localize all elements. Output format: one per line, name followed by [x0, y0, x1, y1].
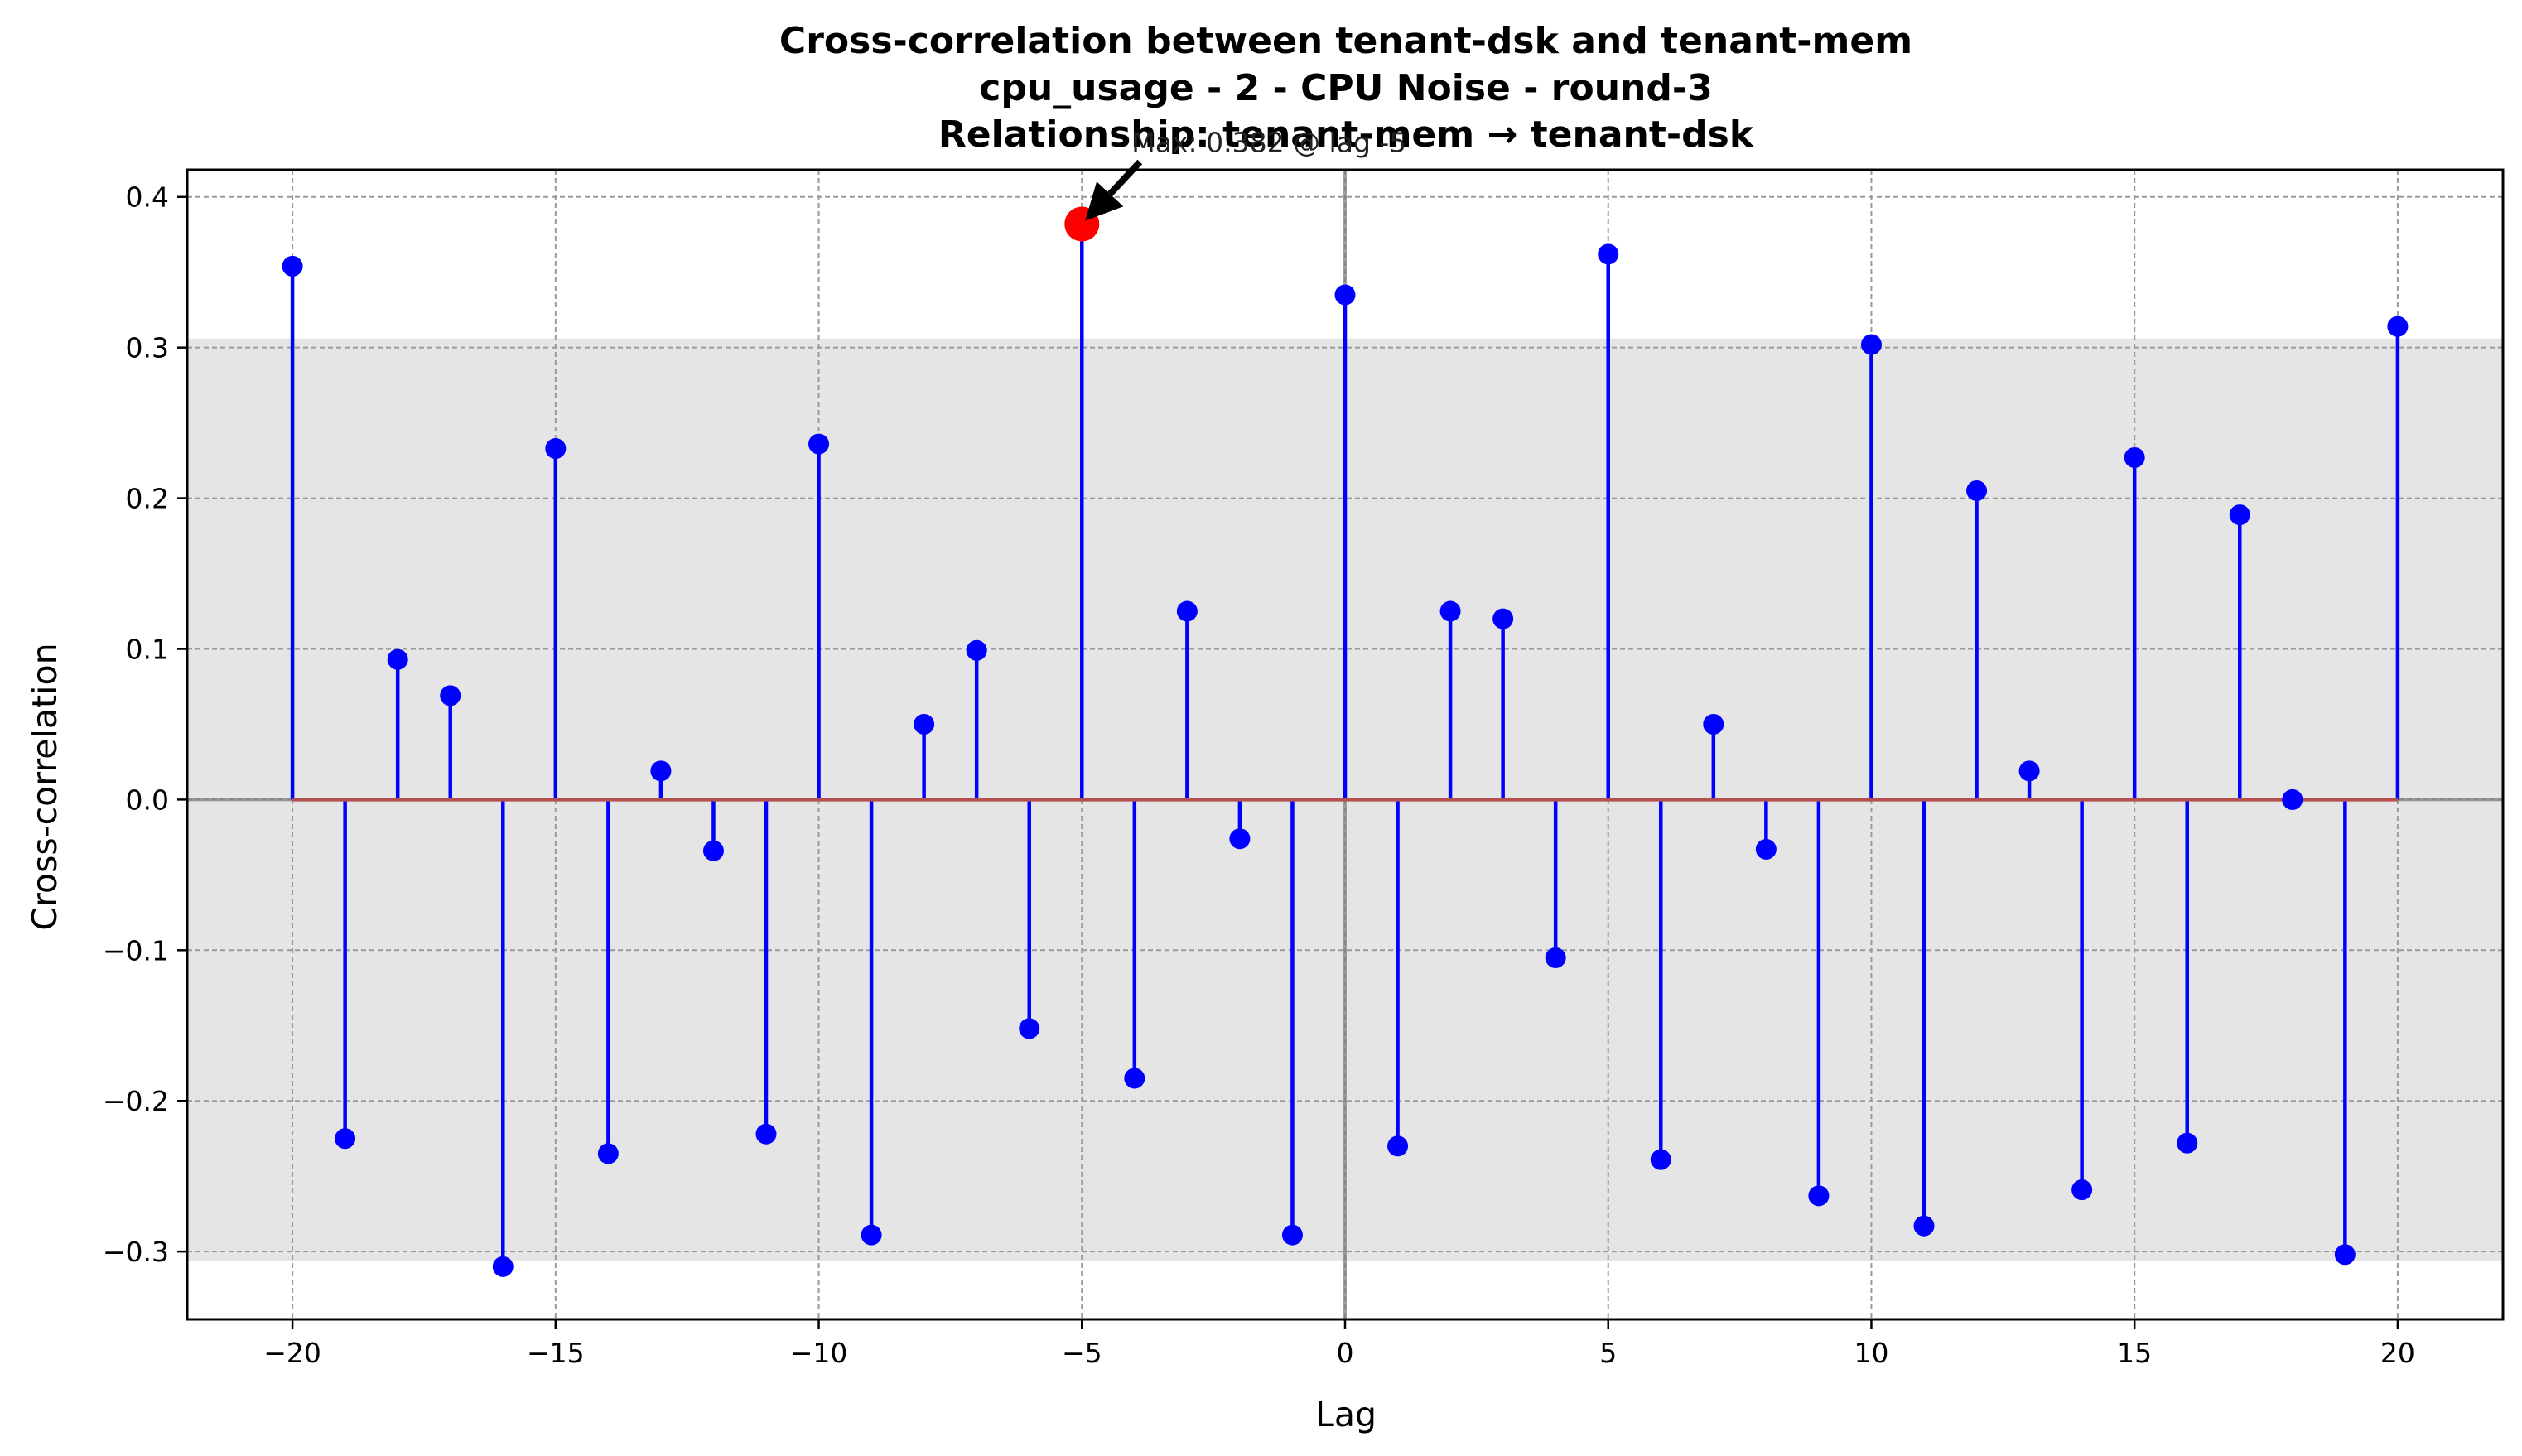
data-point — [492, 1256, 514, 1277]
x-tick-label: −10 — [790, 1337, 848, 1369]
data-point — [1334, 284, 1356, 306]
stem-lines — [290, 224, 2400, 1267]
data-point — [1019, 1018, 1040, 1039]
x-tick-label: 15 — [2117, 1337, 2152, 1369]
data-point — [597, 1143, 619, 1164]
x-tick-label: 10 — [1854, 1337, 1888, 1369]
data-point — [966, 639, 987, 661]
y-tick-label: 0.3 — [126, 332, 169, 364]
data-point — [1281, 1224, 1303, 1246]
data-point — [2177, 1132, 2198, 1154]
data-point — [1808, 1185, 1830, 1207]
data-point — [2229, 504, 2250, 526]
data-point — [1650, 1149, 1671, 1170]
title-line-2: cpu_usage - 2 - CPU Noise - round-3 — [979, 67, 1712, 109]
data-point — [1860, 334, 1882, 355]
title-line-3: Relationship: tenant-mem → tenant-dsk — [938, 113, 1755, 156]
data-point — [282, 255, 303, 277]
data-point — [1229, 828, 1251, 850]
data-point — [1913, 1215, 1935, 1237]
data-point — [650, 760, 672, 782]
y-axis-label: Cross-correlation — [25, 643, 65, 930]
x-tick-label: 0 — [1337, 1337, 1354, 1369]
x-tick-label: −5 — [1062, 1337, 1102, 1369]
data-point — [1176, 600, 1198, 622]
data-point — [1439, 600, 1461, 622]
annotation-arrow-head — [1085, 181, 1124, 221]
annotation-arrow-shaft — [1107, 159, 1143, 196]
data-point — [808, 433, 830, 455]
data-point — [755, 1123, 777, 1145]
y-tick-label: −0.2 — [103, 1085, 169, 1117]
chart-title: Cross-correlation between tenant-dsk and… — [779, 20, 1912, 156]
y-tick-label: −0.1 — [103, 934, 169, 967]
data-point — [335, 1128, 356, 1150]
y-tick-label: 0.1 — [126, 633, 169, 665]
data-point — [2124, 446, 2145, 468]
data-point — [1545, 947, 1566, 968]
x-tick-label: 5 — [1599, 1337, 1617, 1369]
data-point — [1598, 243, 1619, 265]
y-tick-label: −0.3 — [103, 1236, 169, 1268]
data-point — [702, 840, 724, 861]
title-line-1: Cross-correlation between tenant-dsk and… — [779, 20, 1912, 62]
data-point — [545, 438, 567, 460]
data-point — [440, 685, 461, 706]
x-tick-label: −20 — [263, 1337, 321, 1369]
data-point — [1492, 608, 1514, 629]
data-point — [1124, 1068, 1145, 1089]
data-point — [861, 1224, 882, 1246]
data-point — [2282, 788, 2303, 810]
annotation-text: Max: 0.382 @ lag -5 — [1131, 126, 1406, 158]
data-point — [2071, 1179, 2093, 1201]
x-tick-label: −15 — [527, 1337, 585, 1369]
data-point — [2018, 760, 2040, 782]
max-annotation: Max: 0.382 @ lag -5 — [1085, 126, 1406, 221]
data-point — [387, 648, 408, 670]
data-point — [1966, 480, 1988, 501]
data-point — [1755, 838, 1777, 860]
y-tick-label: 0.0 — [126, 783, 169, 816]
data-point — [1387, 1135, 1409, 1157]
y-axis-ticks: −0.3 −0.2 −0.1 0.0 0.1 0.2 0.3 0.4 — [103, 181, 187, 1268]
x-axis-ticks: −20 −15 −10 −5 0 5 10 15 20 — [263, 1319, 2415, 1369]
y-tick-label: 0.4 — [126, 181, 169, 214]
data-point — [2387, 316, 2409, 337]
x-tick-label: 20 — [2380, 1337, 2415, 1369]
y-tick-label: 0.2 — [126, 483, 169, 515]
data-point — [2334, 1244, 2356, 1266]
x-axis-label: Lag — [1315, 1395, 1377, 1434]
data-point — [1703, 713, 1724, 735]
data-point — [914, 713, 935, 735]
